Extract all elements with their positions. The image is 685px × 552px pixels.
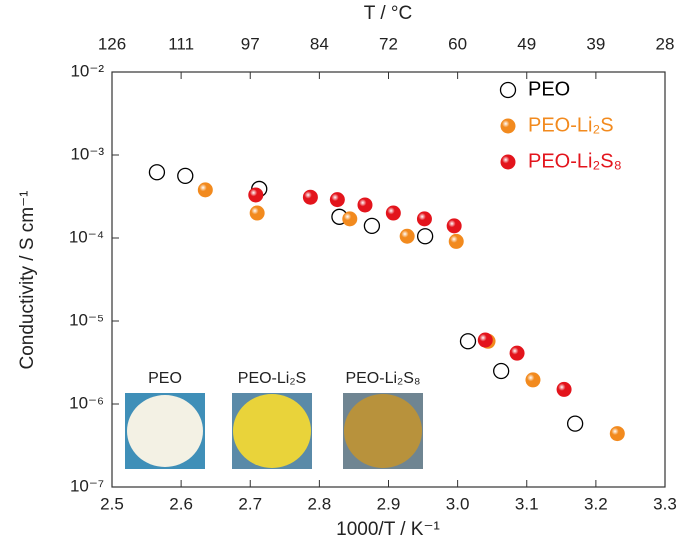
legend-marker <box>500 154 516 170</box>
x-tick-label: 3.0 <box>446 494 470 513</box>
data-point <box>416 228 434 245</box>
data-point <box>509 345 525 361</box>
inset-photos: PEO PEO-Li₂S PEO-Li₂S₈ <box>125 370 423 469</box>
data-point <box>493 362 510 380</box>
x-axis-title: 1000/T / K⁻¹ <box>336 519 440 540</box>
x2-tick-label: 126 <box>98 34 126 53</box>
inset-label: PEO-Li₂S <box>238 370 306 387</box>
y-tick-label: 10⁻⁵ <box>69 310 104 329</box>
legend-label: PEO <box>528 78 570 100</box>
x2-tick-label: 39 <box>586 34 605 53</box>
x-tick-label: 2.7 <box>238 494 262 513</box>
y-tick-label: 10⁻⁴ <box>69 227 104 246</box>
x2-tick-label: 84 <box>310 34 329 53</box>
inset-label: PEO <box>148 370 182 387</box>
x2-axis-title: T / °C <box>364 3 412 24</box>
y-tick-label: 10⁻² <box>70 61 104 80</box>
x2-tick-label: 72 <box>379 34 398 53</box>
x-tick-label: 2.9 <box>377 494 401 513</box>
y-axis-title: Conductivity / S cm⁻¹ <box>17 191 38 370</box>
data-point <box>302 189 318 205</box>
data-point <box>609 426 625 442</box>
data-point <box>148 164 166 181</box>
data-point <box>566 415 584 432</box>
data-point <box>416 211 432 227</box>
photo-disk <box>233 394 311 468</box>
x-tick-label: 2.6 <box>169 494 193 513</box>
data-point <box>248 187 264 203</box>
legend-marker <box>499 81 517 99</box>
legend-marker <box>500 118 516 134</box>
data-point <box>329 192 345 208</box>
x2-tick-label: 97 <box>241 34 260 53</box>
inset-label: PEO-Li₂S₈ <box>345 370 420 387</box>
data-point <box>385 205 401 221</box>
y-tick-label: 10⁻³ <box>70 144 104 163</box>
x2-tick-label: 60 <box>448 34 467 53</box>
x2-tick-label: 111 <box>168 34 194 53</box>
data-point <box>448 233 464 249</box>
x-tick-label: 2.8 <box>308 494 332 513</box>
data-point <box>459 333 477 350</box>
y-tick-label: 10⁻⁷ <box>70 476 104 495</box>
x2-tick-label: 28 <box>656 34 675 53</box>
data-point <box>177 167 194 185</box>
legend-label: PEO-Li₂S₈ <box>528 150 622 172</box>
photo-disk <box>344 394 422 468</box>
legend-label: PEO-Li₂S <box>528 114 614 136</box>
x-tick-label: 3.3 <box>653 494 677 513</box>
x-tick-label: 3.2 <box>584 494 608 513</box>
data-point <box>556 381 572 397</box>
x2-tick-label: 49 <box>517 34 536 53</box>
data-point <box>525 372 541 388</box>
x-tick-label: 3.1 <box>515 494 539 513</box>
data-point <box>342 211 358 227</box>
data-point <box>249 205 265 221</box>
data-point <box>477 332 493 348</box>
data-point <box>357 197 373 213</box>
x-tick-label: 2.5 <box>100 494 124 513</box>
data-point <box>363 217 381 235</box>
data-point <box>399 228 415 244</box>
data-point <box>446 218 462 234</box>
y-tick-label: 10⁻⁶ <box>69 393 104 412</box>
photo-disk <box>127 395 203 467</box>
data-point <box>197 182 213 198</box>
